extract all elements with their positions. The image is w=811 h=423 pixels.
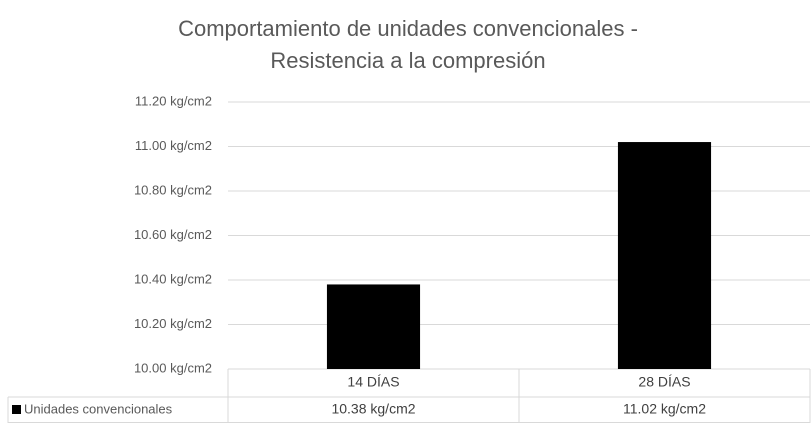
y-tick-label: 10.80 kg/cm2 xyxy=(134,182,212,197)
y-tick-label: 10.20 kg/cm2 xyxy=(134,316,212,331)
y-tick-label: 10.40 kg/cm2 xyxy=(134,271,212,286)
table-value: 10.38 kg/cm2 xyxy=(331,401,415,417)
legend-label: Unidades convencionales xyxy=(24,401,173,416)
legend-key xyxy=(12,405,21,414)
bar xyxy=(326,284,421,369)
y-tick-label: 10.00 kg/cm2 xyxy=(134,360,212,375)
y-tick-label: 11.00 kg/cm2 xyxy=(135,138,212,153)
y-tick-label: 10.60 kg/cm2 xyxy=(134,227,212,242)
table-value: 11.02 kg/cm2 xyxy=(623,401,706,417)
chart-title: Comportamiento de unidades convencionale… xyxy=(178,16,638,41)
x-tick-label: 14 DÍAS xyxy=(347,374,399,390)
chart-title: Resistencia a la compresión xyxy=(270,48,545,73)
x-tick-label: 28 DÍAS xyxy=(638,374,690,390)
y-tick-label: 11.20 kg/cm2 xyxy=(135,93,212,108)
bar xyxy=(617,142,712,369)
